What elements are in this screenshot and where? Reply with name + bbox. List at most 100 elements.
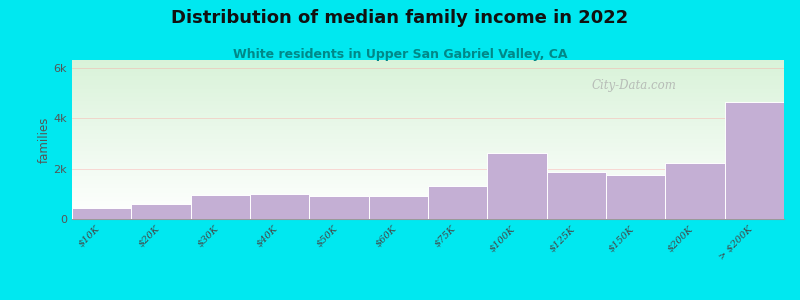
Bar: [72, 215, 784, 216]
Bar: [72, 162, 784, 163]
Bar: [72, 144, 784, 145]
Text: Distribution of median family income in 2022: Distribution of median family income in …: [171, 9, 629, 27]
Bar: [72, 188, 784, 189]
Bar: [72, 180, 784, 181]
Bar: [72, 81, 784, 82]
Bar: [72, 74, 784, 75]
Bar: [72, 163, 784, 164]
Bar: [72, 135, 784, 136]
Bar: [72, 131, 784, 132]
Bar: [72, 60, 784, 61]
Bar: [72, 218, 784, 219]
Bar: [72, 183, 784, 184]
Bar: [72, 178, 784, 179]
Bar: [72, 100, 784, 101]
Bar: [72, 195, 784, 196]
Bar: [72, 214, 784, 215]
Bar: [72, 140, 784, 141]
Bar: [72, 116, 784, 117]
Bar: [72, 71, 784, 72]
Bar: [72, 96, 784, 97]
Bar: [72, 109, 784, 110]
Bar: [72, 69, 784, 70]
Bar: [72, 169, 784, 170]
Bar: [72, 138, 784, 139]
Bar: [72, 101, 784, 102]
Bar: [72, 95, 784, 96]
Bar: [72, 97, 784, 98]
Bar: [72, 130, 784, 131]
Bar: [72, 102, 784, 103]
Bar: [72, 173, 784, 174]
Bar: [72, 201, 784, 202]
Bar: [72, 87, 784, 88]
Bar: [72, 175, 784, 176]
Bar: [369, 196, 428, 219]
Bar: [72, 166, 784, 167]
Bar: [72, 143, 784, 144]
Text: White residents in Upper San Gabriel Valley, CA: White residents in Upper San Gabriel Val…: [233, 48, 567, 61]
Bar: [72, 122, 784, 123]
Bar: [72, 208, 131, 219]
Bar: [72, 155, 784, 156]
Bar: [72, 161, 784, 162]
Bar: [131, 204, 190, 219]
Bar: [72, 160, 784, 161]
Bar: [725, 102, 784, 219]
Bar: [72, 129, 784, 130]
Bar: [72, 136, 784, 137]
Bar: [72, 203, 784, 204]
Bar: [72, 115, 784, 116]
Bar: [72, 176, 784, 177]
Text: City-Data.com: City-Data.com: [592, 79, 677, 92]
Bar: [72, 119, 784, 120]
Bar: [72, 146, 784, 147]
Bar: [72, 90, 784, 91]
Bar: [72, 164, 784, 165]
Bar: [72, 61, 784, 62]
Bar: [72, 72, 784, 73]
Bar: [666, 164, 725, 219]
Bar: [72, 124, 784, 125]
Bar: [72, 192, 784, 193]
Bar: [72, 67, 784, 68]
Bar: [72, 167, 784, 168]
Bar: [72, 68, 784, 69]
Bar: [72, 157, 784, 158]
Bar: [72, 114, 784, 115]
Bar: [72, 79, 784, 80]
Bar: [72, 64, 784, 65]
Bar: [72, 186, 784, 187]
Bar: [72, 61, 784, 62]
Bar: [72, 139, 784, 140]
Bar: [72, 152, 784, 153]
Bar: [72, 128, 784, 129]
Bar: [72, 211, 784, 212]
Bar: [72, 110, 784, 111]
Bar: [72, 84, 784, 85]
Bar: [72, 108, 784, 109]
Bar: [72, 209, 784, 210]
Bar: [72, 154, 784, 155]
Bar: [72, 148, 784, 149]
Bar: [487, 153, 546, 219]
Bar: [72, 202, 784, 203]
Bar: [72, 80, 784, 81]
Bar: [72, 65, 784, 66]
Bar: [72, 118, 784, 119]
Bar: [72, 88, 784, 89]
Bar: [72, 75, 784, 76]
Bar: [72, 117, 784, 118]
Bar: [72, 159, 784, 160]
Bar: [72, 187, 784, 188]
Bar: [72, 141, 784, 142]
Bar: [72, 165, 784, 166]
Bar: [72, 85, 784, 86]
Bar: [310, 196, 369, 219]
Bar: [72, 99, 784, 100]
Bar: [72, 177, 784, 178]
Bar: [72, 150, 784, 151]
Bar: [72, 132, 784, 133]
Bar: [72, 94, 784, 95]
Bar: [72, 196, 784, 197]
